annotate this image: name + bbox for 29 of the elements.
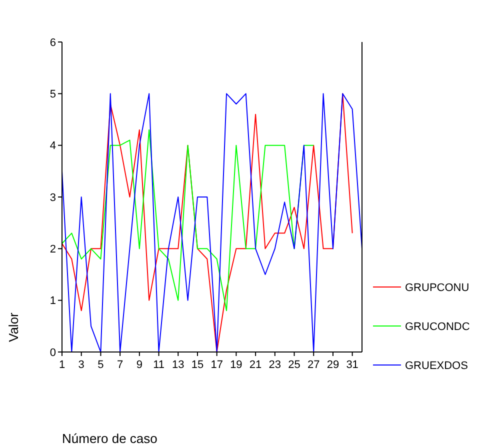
y-tick-label: 4 <box>50 140 56 152</box>
x-axis-title: Número de caso <box>62 431 158 445</box>
x-tick-label: 27 <box>307 359 320 371</box>
x-tick-label: 19 <box>230 359 242 371</box>
x-tick-label: 25 <box>288 359 300 371</box>
x-tick-label: 13 <box>172 359 184 371</box>
x-tick-label: 11 <box>153 359 164 371</box>
line-series <box>62 129 314 312</box>
legend-label: GRUCONDC <box>405 321 470 333</box>
legend-label: GRUEXDOS <box>405 360 468 372</box>
x-tick-label: 7 <box>117 359 124 371</box>
x-tick-label: 1 <box>58 359 66 371</box>
y-axis-title: Valor <box>6 312 21 342</box>
y-tick-label: 2 <box>50 244 56 256</box>
y-tick-label: 0 <box>50 346 56 359</box>
legend-label: GRUPCONU <box>405 282 470 294</box>
x-tick-label: 5 <box>98 359 104 371</box>
x-tick-label: 23 <box>268 359 282 371</box>
x-tick-label: 15 <box>191 359 204 371</box>
x-tick-label: 3 <box>78 359 84 371</box>
y-tick-label: 3 <box>50 192 56 204</box>
x-tick-label: 9 <box>136 359 142 371</box>
x-tick-label: 29 <box>326 359 340 371</box>
y-tick-label: 5 <box>50 88 56 101</box>
x-tick-label: 21 <box>249 359 262 371</box>
y-tick-label: 6 <box>50 36 56 49</box>
x-tick-label: 31 <box>346 359 358 371</box>
x-tick-label: 17 <box>210 359 223 371</box>
y-tick-label: 1 <box>50 295 56 308</box>
